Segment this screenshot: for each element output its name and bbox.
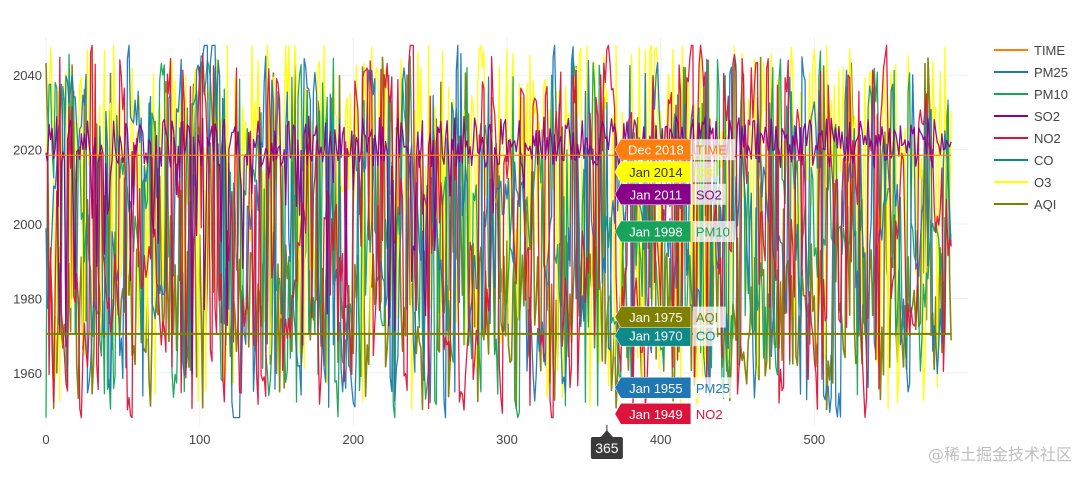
hover-tooltip-value: Jan 1955 [629,381,683,396]
hover-tooltip-value: Jan 1970 [629,329,683,344]
legend-label: O3 [1034,175,1051,190]
hover-tooltip-co: Jan 1970 CO [614,324,717,347]
x-tick-label: 100 [189,432,211,447]
hover-tooltip-name-bg [692,221,735,242]
hover-tooltip-value: Jan 1998 [629,225,683,240]
legend-label: PM25 [1034,65,1068,80]
legend-label: NO2 [1034,131,1061,146]
hover-tooltip-no2: Jan 1949 NO2 [614,403,726,425]
hover-tooltip-pm25: Jan 1955 PM25 [614,377,735,399]
hover-tooltip-value: Jan 1949 [629,407,683,422]
hover-tooltip-value: Dec 2018 [628,143,684,158]
hover-tooltip-name-bg [692,306,726,328]
hover-tooltip-box [614,161,692,183]
hover-tooltip-name-bg [692,161,717,183]
hover-tooltip-name: NO2 [696,407,723,422]
hover-tooltip-name: PM25 [696,381,730,396]
hover-x-box [590,437,623,459]
hover-tooltip-box [614,183,692,206]
x-tick-label: 0 [42,432,49,447]
hover-tooltip-value: Jan 1975 [629,310,683,325]
hover-tooltip-name: PM10 [696,225,730,240]
legend-item-so2[interactable]: SO2 [994,109,1060,124]
hover-tooltip-box [614,220,692,243]
x-tick-label: 300 [496,432,518,447]
y-tick-label: 1980 [13,291,42,306]
hover-tooltip-box [614,138,692,161]
legend-label: AQI [1034,197,1056,212]
legend-label: PM10 [1034,87,1068,102]
hover-x-arrow [600,430,613,437]
y-tick-label: 1960 [13,366,42,381]
hover-tooltip-name-bg [692,139,735,161]
hover-tooltip-box [614,377,692,399]
hover-tooltip-name-bg [692,377,735,399]
y-tick-label: 2040 [13,68,42,83]
legend-item-co[interactable]: CO [994,153,1054,168]
legend-item-time[interactable]: TIME [994,43,1065,58]
axes: 0 100 200 300 400 500 1960 1980 2000 2020 2040 [13,68,825,447]
hover-tooltip-value: Jan 2014 [629,165,683,180]
hover-tooltip-pm10: Jan 1998 PM10 [614,220,735,243]
hover-tooltip-box [614,324,692,347]
hover-tooltip-so2: Jan 2011 SO2 [614,183,726,206]
y-tick-label: 2020 [13,143,42,158]
hover-tooltip-aqi: Jan 1975 AQI [614,306,726,328]
legend[interactable]: TIME PM25 PM10 SO2 NO2 CO O3 AQI [994,43,1068,212]
hover-tooltip-name: TIME [696,143,727,158]
legend-item-pm10[interactable]: PM10 [994,87,1068,102]
legend-item-o3[interactable]: O3 [994,175,1051,190]
legend-item-no2[interactable]: NO2 [994,131,1061,146]
hover-tooltip-name: O3 [696,165,713,180]
hover-tooltip-name: SO2 [696,187,722,202]
series-line-so2[interactable] [45,115,952,375]
hover-tooltip-box [614,306,692,328]
hover-tooltip-time: Dec 2018 TIME [614,138,735,161]
hover-tooltip-name-bg [692,183,726,205]
hover-tooltip-name: CO [696,329,716,344]
hover-tooltip-name-bg [692,325,717,347]
legend-label: CO [1034,153,1054,168]
hover-tooltip-name-bg [692,403,726,425]
legend-item-pm25[interactable]: PM25 [994,65,1068,80]
hover-tooltip-value: Jan 2011 [630,187,683,202]
watermark: @稀土掘金技术社区 [927,445,1072,464]
y-tick-label: 2000 [13,217,42,232]
legend-label: SO2 [1034,109,1060,124]
x-tick-label: 400 [650,432,672,447]
hover-x-label: 365 [595,440,619,456]
legend-label: TIME [1034,43,1065,58]
x-tick-label: 200 [342,432,364,447]
legend-item-aqi[interactable]: AQI [994,197,1056,212]
x-tick-label: 500 [803,432,825,447]
series-layer[interactable] [45,44,952,419]
hover-tooltip-box [614,403,692,425]
hover-tooltip-o3: Jan 2014 O3 [614,161,717,183]
hover-tooltip-name: AQI [696,310,718,325]
